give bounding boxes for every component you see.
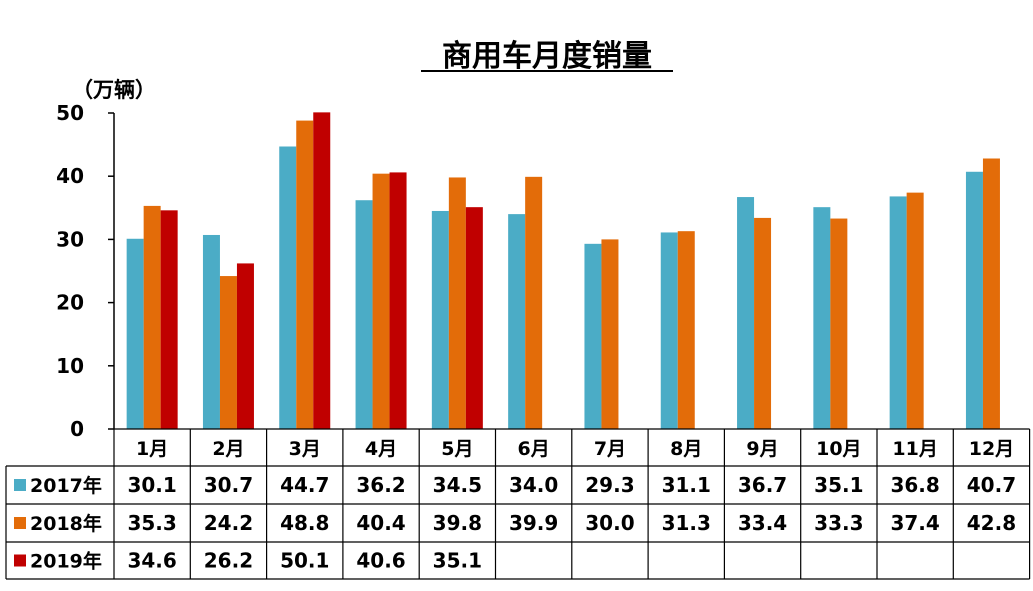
bar bbox=[202, 234, 220, 429]
legend-label: 2018年 bbox=[30, 512, 102, 535]
bar bbox=[525, 176, 543, 429]
x-category-label: 2月 bbox=[212, 438, 244, 460]
data-table: 1月 2月 3月 4月 5月 6月 7月 8月 9月 10月 11月 12月 2017年 30.1 30.7… bbox=[5, 428, 1031, 580]
table-value-cell: 39.9 bbox=[509, 511, 558, 535]
table-value-cell: 37.4 bbox=[890, 511, 939, 535]
table-value-cell: 48.8 bbox=[280, 511, 329, 535]
bar bbox=[313, 112, 331, 430]
table-value-cell: 33.4 bbox=[738, 511, 787, 535]
bar bbox=[431, 210, 449, 429]
bars-layer bbox=[126, 112, 1000, 430]
chart-title: 商用车月度销量 bbox=[442, 39, 652, 74]
bar bbox=[465, 207, 483, 429]
legend-swatch bbox=[14, 517, 26, 529]
bar bbox=[813, 207, 831, 429]
legend-swatch bbox=[14, 554, 26, 567]
bar bbox=[584, 243, 602, 429]
x-category-label: 10月 bbox=[816, 438, 861, 460]
table-value-cell: 35.1 bbox=[814, 473, 863, 497]
x-category-label: 6月 bbox=[518, 438, 550, 460]
x-category-label: 5月 bbox=[441, 438, 473, 460]
x-category-label: 1月 bbox=[136, 438, 168, 460]
bar bbox=[737, 197, 755, 429]
y-tick-label: 30 bbox=[56, 227, 84, 251]
bar bbox=[372, 173, 390, 429]
table-value-cell: 34.5 bbox=[433, 473, 482, 497]
bar bbox=[830, 218, 848, 429]
x-category-label: 4月 bbox=[365, 438, 397, 460]
table-value-cell: 24.2 bbox=[204, 511, 253, 535]
x-category-label: 8月 bbox=[670, 438, 702, 460]
y-tick-label: 50 bbox=[56, 101, 84, 125]
bar bbox=[355, 200, 373, 429]
table-value-cell: 40.6 bbox=[356, 549, 405, 573]
table-value-cell: 29.3 bbox=[585, 473, 634, 497]
table-value-cell: 34.6 bbox=[127, 549, 176, 573]
table-value-cell: 44.7 bbox=[280, 473, 329, 497]
table-value-cell: 31.3 bbox=[662, 511, 711, 535]
table-value-cell: 36.7 bbox=[738, 473, 787, 497]
unit-label: （万辆） bbox=[72, 78, 156, 102]
bar bbox=[160, 210, 178, 429]
table-value-cell: 33.3 bbox=[814, 511, 863, 535]
legend-label: 2017年 bbox=[30, 474, 102, 497]
x-category-label: 12月 bbox=[969, 438, 1014, 460]
legend-swatch bbox=[14, 479, 26, 491]
y-tick-label: 20 bbox=[56, 291, 84, 315]
bar bbox=[660, 232, 678, 429]
bar bbox=[906, 192, 924, 429]
table-value-cell: 42.8 bbox=[967, 511, 1016, 535]
legend-label: 2019年 bbox=[30, 550, 102, 573]
x-category-label: 11月 bbox=[892, 438, 937, 460]
x-category-label: 3月 bbox=[289, 438, 321, 460]
table-value-cell: 36.2 bbox=[356, 473, 405, 497]
bar bbox=[219, 276, 237, 429]
table-value-cell: 35.1 bbox=[433, 549, 482, 573]
y-tick-label: 0 bbox=[70, 417, 84, 441]
x-category-label: 9月 bbox=[746, 438, 778, 460]
bar bbox=[126, 238, 144, 429]
table-value-cell: 50.1 bbox=[280, 549, 329, 573]
table-value-cell: 40.4 bbox=[356, 511, 405, 535]
table-value-cell: 35.3 bbox=[127, 511, 176, 535]
y-tick-label: 40 bbox=[56, 164, 84, 188]
bar bbox=[296, 120, 314, 430]
bar bbox=[448, 177, 466, 429]
bar bbox=[508, 214, 526, 429]
bar bbox=[982, 158, 1000, 429]
table-value-cell: 31.1 bbox=[662, 473, 711, 497]
bar bbox=[143, 205, 161, 429]
table-value-cell: 36.8 bbox=[890, 473, 939, 497]
table-value-cell: 30.0 bbox=[585, 511, 634, 535]
bar bbox=[754, 217, 772, 429]
bar bbox=[601, 239, 619, 429]
bar bbox=[889, 196, 907, 429]
table-value-cell: 34.0 bbox=[509, 473, 558, 497]
bar bbox=[677, 231, 695, 429]
table-value-cell: 30.1 bbox=[127, 473, 176, 497]
table-value-cell: 40.7 bbox=[967, 473, 1016, 497]
table-value-cell: 30.7 bbox=[204, 473, 253, 497]
axis-layer: 0 10 20 30 40 50 bbox=[56, 101, 115, 441]
table-value-cell: 26.2 bbox=[204, 549, 253, 573]
bar bbox=[389, 172, 407, 429]
y-tick-label: 10 bbox=[56, 354, 84, 378]
bar bbox=[279, 146, 297, 429]
table-value-cell: 39.8 bbox=[433, 511, 482, 535]
bar bbox=[236, 263, 254, 429]
x-category-label: 7月 bbox=[594, 438, 626, 460]
bar bbox=[965, 171, 983, 429]
